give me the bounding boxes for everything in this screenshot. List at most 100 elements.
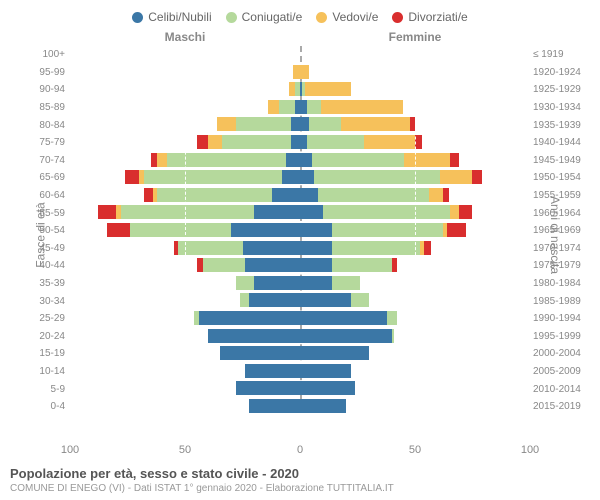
bar-segment: [272, 188, 300, 202]
bar-segment: [440, 170, 472, 184]
age-row: 60-641955-1959: [70, 187, 530, 205]
year-label: 1925-1929: [533, 84, 600, 95]
bar-segment: [392, 329, 394, 343]
bar-segment: [332, 276, 360, 290]
year-label: 1965-1969: [533, 225, 600, 236]
bar-segment: [300, 100, 307, 114]
bar-segment: [144, 188, 153, 202]
bar-segment: [318, 188, 428, 202]
year-label: 1995-1999: [533, 331, 600, 342]
bar-segment: [447, 223, 465, 237]
year-label: 2015-2019: [533, 401, 600, 412]
age-label: 45-49: [10, 243, 65, 254]
age-row: 100+≤ 1919: [70, 46, 530, 64]
age-label: 75-79: [10, 137, 65, 148]
bar-segment: [300, 170, 314, 184]
age-label: 60-64: [10, 190, 65, 201]
year-label: 1960-1964: [533, 208, 600, 219]
age-row: 10-142005-2009: [70, 363, 530, 381]
bar-segment: [286, 153, 300, 167]
year-label: 1920-1924: [533, 67, 600, 78]
bar-segment: [236, 117, 291, 131]
legend-swatch: [226, 12, 237, 23]
legend-swatch: [392, 12, 403, 23]
year-label: 1930-1934: [533, 102, 600, 113]
bar-segment: [450, 205, 459, 219]
bar-segment: [312, 153, 404, 167]
x-tick-label: 50: [179, 444, 191, 456]
age-row: 25-291990-1994: [70, 310, 530, 328]
bar-segment: [300, 205, 323, 219]
age-row: 90-941925-1929: [70, 81, 530, 99]
bar-segment: [387, 311, 396, 325]
age-label: 90-94: [10, 84, 65, 95]
legend-swatch: [316, 12, 327, 23]
bar-segment: [249, 293, 300, 307]
population-pyramid: Fasce di età Anni di nascita Maschi Femm…: [0, 30, 600, 440]
age-label: 20-24: [10, 331, 65, 342]
bar-segment: [121, 205, 254, 219]
age-row: 30-341985-1989: [70, 292, 530, 310]
female-header: Femmine: [300, 30, 530, 46]
bar-segment: [130, 223, 231, 237]
bar-segment: [197, 135, 209, 149]
bar-segment: [291, 117, 300, 131]
age-row: 65-691950-1954: [70, 169, 530, 187]
age-row: 50-541965-1969: [70, 222, 530, 240]
age-label: 50-54: [10, 225, 65, 236]
age-row: 15-192000-2004: [70, 345, 530, 363]
bar-segment: [392, 258, 397, 272]
age-row: 45-491970-1974: [70, 240, 530, 258]
bar-segment: [151, 153, 158, 167]
bar-segment: [351, 293, 369, 307]
bar-segment: [291, 135, 300, 149]
chart-title: Popolazione per età, sesso e stato civil…: [10, 466, 590, 481]
age-row: 5-92010-2014: [70, 380, 530, 398]
year-label: 1985-1989: [533, 296, 600, 307]
year-label: 1945-1949: [533, 155, 600, 166]
bar-segment: [305, 82, 351, 96]
bar-segment: [443, 188, 450, 202]
bar-segment: [300, 241, 332, 255]
chart-rows: 100+≤ 191995-991920-192490-941925-192985…: [70, 46, 530, 416]
bar-segment: [300, 223, 332, 237]
bar-segment: [245, 258, 300, 272]
bar-segment: [208, 135, 222, 149]
legend-item: Celibi/Nubili: [132, 10, 211, 24]
bar-segment: [472, 170, 481, 184]
bar-segment: [243, 241, 301, 255]
year-label: 2005-2009: [533, 366, 600, 377]
bar-segment: [157, 188, 272, 202]
legend: Celibi/NubiliConiugati/eVedovi/eDivorzia…: [0, 0, 600, 30]
bar-segment: [217, 117, 235, 131]
age-label: 70-74: [10, 155, 65, 166]
bar-segment: [220, 346, 301, 360]
age-label: 100+: [10, 49, 65, 60]
year-label: ≤ 1919: [533, 49, 600, 60]
age-row: 0-42015-2019: [70, 398, 530, 416]
bar-segment: [300, 135, 307, 149]
age-label: 80-84: [10, 120, 65, 131]
bar-segment: [321, 100, 404, 114]
year-label: 1980-1984: [533, 278, 600, 289]
age-label: 85-89: [10, 102, 65, 113]
bar-segment: [459, 205, 473, 219]
bar-segment: [323, 205, 450, 219]
bar-segment: [245, 364, 300, 378]
bar-segment: [332, 241, 419, 255]
age-row: 80-841935-1939: [70, 116, 530, 134]
age-row: 95-991920-1924: [70, 64, 530, 82]
bar-segment: [309, 117, 341, 131]
age-label: 55-59: [10, 208, 65, 219]
bar-segment: [341, 117, 410, 131]
year-label: 2010-2014: [533, 384, 600, 395]
x-axis: 10050050100: [70, 416, 530, 434]
age-row: 70-741945-1949: [70, 152, 530, 170]
age-row: 55-591960-1964: [70, 204, 530, 222]
year-label: 1990-1994: [533, 313, 600, 324]
bar-segment: [415, 135, 422, 149]
bar-segment: [300, 346, 369, 360]
bar-segment: [300, 188, 318, 202]
age-row: 35-391980-1984: [70, 275, 530, 293]
age-label: 35-39: [10, 278, 65, 289]
